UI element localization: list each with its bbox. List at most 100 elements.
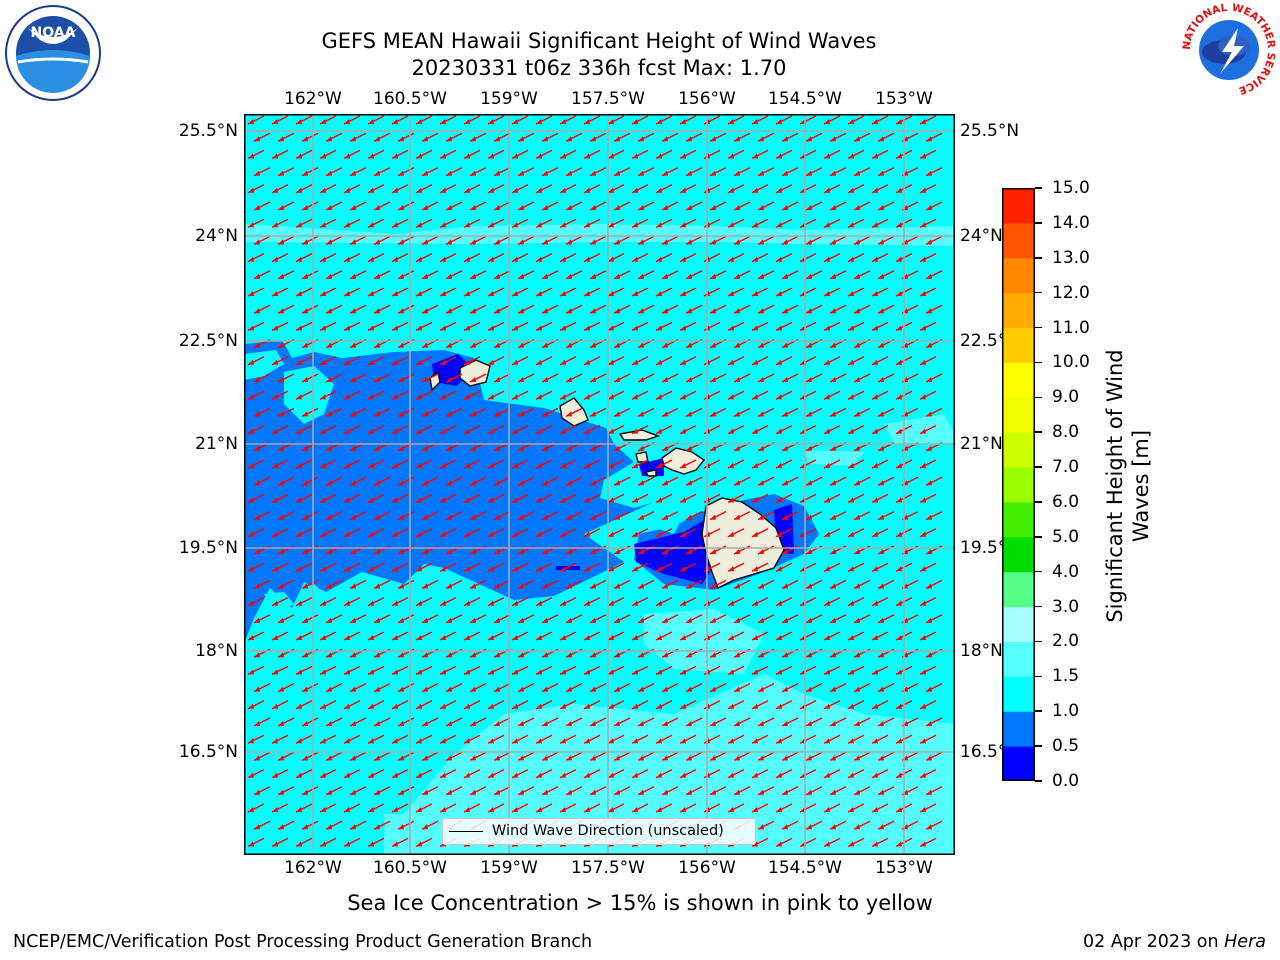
- wind-wave-arrow: [685, 786, 703, 796]
- wind-wave-arrow: [829, 717, 847, 727]
- wind-wave-arrow: [565, 510, 583, 521]
- wind-wave-arrow: [733, 201, 751, 211]
- wind-wave-arrow: [853, 270, 871, 280]
- wind-wave-arrow: [319, 665, 337, 676]
- wind-wave-arrow: [397, 373, 415, 383]
- wind-wave-arrow: [325, 682, 343, 693]
- wind-wave-arrow: [847, 356, 865, 366]
- wind-wave-arrow: [589, 304, 607, 314]
- wind-wave-arrow: [757, 820, 775, 830]
- island-kauai: [459, 359, 491, 387]
- wind-wave-arrow: [517, 751, 535, 762]
- wind-wave-arrow: [565, 786, 583, 796]
- wind-wave-arrow: [319, 390, 337, 400]
- wind-wave-arrow: [493, 270, 511, 280]
- wind-wave-arrow: [397, 476, 415, 486]
- wind-wave-arrow: [925, 166, 943, 177]
- wind-wave-arrow: [421, 166, 439, 177]
- wind-wave-arrow: [775, 321, 793, 332]
- wind-wave-arrow: [607, 803, 625, 813]
- wind-wave-arrow: [919, 356, 937, 366]
- wind-wave-arrow: [607, 184, 625, 194]
- wind-wave-arrow: [397, 820, 415, 830]
- colorbar-tick-label: 7.0: [1052, 457, 1080, 478]
- wind-wave-arrow: [871, 493, 889, 504]
- wind-wave-arrow: [391, 562, 409, 572]
- wind-wave-arrow: [253, 201, 271, 211]
- wind-wave-arrow: [391, 459, 409, 469]
- wind-wave-arrow: [325, 579, 343, 590]
- wind-wave-arrow: [541, 201, 559, 211]
- wind-wave-arrow: [829, 820, 847, 830]
- wind-wave-arrow: [607, 390, 625, 400]
- wind-wave-arrow: [487, 252, 505, 263]
- wind-wave-arrow: [445, 614, 463, 624]
- wind-wave-arrow: [679, 218, 697, 228]
- wind-wave-arrow: [295, 321, 313, 332]
- wind-wave-arrow: [607, 356, 625, 366]
- wind-wave-arrow: [613, 373, 631, 383]
- colorbar-tick-label: 5.0: [1052, 526, 1080, 547]
- wind-wave-arrow: [607, 734, 625, 744]
- wind-wave-arrow: [415, 184, 433, 194]
- wind-wave-arrow: [517, 373, 535, 383]
- wind-wave-arrow: [661, 614, 679, 624]
- colorbar-segment: [1002, 257, 1035, 294]
- wind-wave-arrow: [775, 149, 793, 160]
- colorbar-tick-mark: [1035, 710, 1042, 712]
- wind-wave-arrow: [607, 287, 625, 297]
- wind-wave-arrow: [775, 287, 793, 297]
- wind-wave-arrow: [421, 751, 439, 762]
- wind-wave-arrow: [823, 184, 841, 194]
- wind-wave-arrow: [535, 218, 553, 228]
- wind-wave-arrow: [367, 493, 385, 504]
- wind-wave-arrow: [631, 631, 649, 641]
- wind-wave-arrow: [559, 184, 577, 194]
- wind-wave-arrow: [277, 510, 295, 521]
- wind-wave-arrow: [493, 579, 511, 590]
- wind-wave-arrow: [607, 321, 625, 332]
- wind-wave-arrow: [583, 493, 601, 504]
- wind-wave-arrow: [607, 700, 625, 710]
- colorbar-tick-label: 1.5: [1052, 666, 1080, 687]
- wind-wave-arrow: [775, 115, 793, 125]
- wind-wave-arrow: [517, 407, 535, 418]
- wind-wave-arrow: [271, 837, 289, 848]
- wind-wave-arrow: [559, 562, 577, 572]
- wind-wave-arrow: [469, 786, 487, 796]
- wind-wave-arrow: [559, 390, 577, 400]
- wind-wave-arrow: [919, 493, 937, 504]
- wind-wave-arrow: [415, 562, 433, 572]
- wind-wave-arrow: [511, 184, 529, 194]
- wind-wave-arrow: [247, 321, 265, 332]
- wind-wave-arrow: [463, 390, 481, 400]
- wind-wave-arrow: [589, 132, 607, 142]
- wind-wave-arrow: [469, 751, 487, 762]
- wind-wave-arrow: [871, 390, 889, 400]
- wind-wave-arrow: [319, 459, 337, 469]
- wind-wave-arrow: [541, 717, 559, 727]
- legend-label: Wind Wave Direction (unscaled): [492, 823, 724, 839]
- wind-wave-arrow: [277, 304, 295, 314]
- wind-wave-arrow: [439, 115, 457, 125]
- wind-wave-arrow: [613, 201, 631, 211]
- colorbar-label: Significant Height of Wind Waves [m]: [1102, 326, 1154, 646]
- wind-wave-arrow: [373, 373, 391, 383]
- wind-wave-arrow: [631, 287, 649, 297]
- wind-wave-arrow: [727, 528, 745, 538]
- wind-wave-arrow: [511, 631, 529, 641]
- wind-wave-arrow: [757, 786, 775, 796]
- wind-wave-arrow: [751, 803, 769, 813]
- wind-wave-arrow: [391, 837, 409, 848]
- wind-wave-arrow: [301, 682, 319, 693]
- wind-wave-arrow: [877, 235, 895, 246]
- wind-wave-arrow: [805, 751, 823, 762]
- lat-label-left: 19.5°N: [178, 538, 238, 558]
- wind-wave-arrow: [391, 596, 409, 607]
- wind-wave-arrow: [613, 682, 631, 693]
- wind-wave-arrow: [439, 803, 457, 813]
- wind-wave-arrow: [919, 768, 937, 779]
- wind-wave-arrow: [493, 201, 511, 211]
- colorbar-tick-label: 10.0: [1052, 352, 1090, 373]
- wind-wave-arrow: [421, 407, 439, 418]
